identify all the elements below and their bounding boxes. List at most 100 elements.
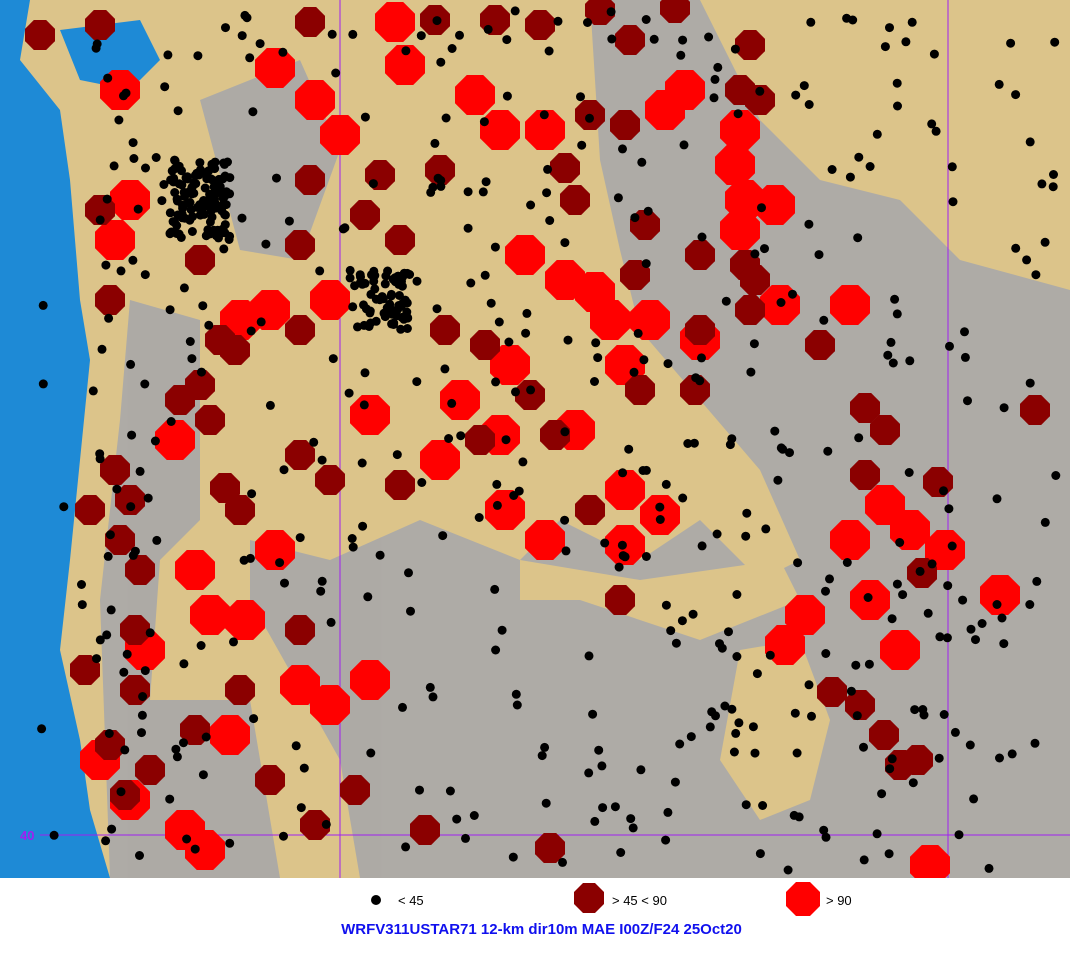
- low-error-marker: [655, 515, 665, 524]
- low-error-marker: [412, 377, 422, 387]
- mid-error-marker: [470, 330, 500, 360]
- low-error-marker: [890, 294, 900, 304]
- low-error-marker: [327, 29, 337, 39]
- low-error-marker: [543, 164, 553, 174]
- low-error-marker: [180, 192, 190, 201]
- low-error-marker: [741, 800, 751, 810]
- low-error-marker: [137, 710, 147, 720]
- high-error-marker: [375, 2, 415, 42]
- chart-title: WRFV311USTAR71 12-km dir10m MAE I00Z/F24…: [341, 921, 742, 938]
- low-error-marker: [950, 727, 960, 737]
- low-error-marker: [666, 626, 676, 636]
- mid-error-marker: [740, 265, 770, 295]
- low-error-marker: [755, 849, 765, 859]
- low-error-marker: [691, 373, 701, 383]
- low-error-marker: [825, 574, 834, 584]
- low-error-marker: [954, 830, 964, 840]
- low-error-marker: [793, 558, 803, 568]
- low-error-marker: [163, 50, 173, 60]
- low-error-marker: [447, 44, 457, 53]
- low-error-marker: [138, 692, 148, 701]
- low-error-marker: [170, 156, 180, 166]
- low-error-marker: [939, 710, 949, 719]
- low-error-marker: [633, 328, 643, 338]
- mid-error-marker: [75, 495, 105, 525]
- low-error-marker: [365, 308, 375, 318]
- low-error-marker: [886, 337, 896, 347]
- low-error-marker: [145, 628, 155, 638]
- low-error-marker: [491, 645, 501, 655]
- low-error-marker: [95, 215, 105, 225]
- low-error-marker: [984, 863, 994, 873]
- low-error-marker: [717, 643, 727, 653]
- low-error-marker: [103, 73, 113, 83]
- low-error-marker: [116, 787, 126, 797]
- low-error-marker: [842, 13, 852, 23]
- low-error-marker: [939, 486, 948, 496]
- legend-label-low: < 45: [398, 893, 424, 908]
- low-error-marker: [893, 101, 902, 111]
- low-error-marker: [814, 250, 824, 260]
- low-error-marker: [126, 502, 136, 512]
- low-error-marker: [661, 835, 671, 845]
- low-error-marker: [185, 337, 195, 346]
- low-error-marker: [999, 639, 1009, 649]
- low-error-marker: [892, 309, 902, 319]
- low-error-marker: [412, 276, 422, 286]
- low-error-marker: [663, 807, 673, 817]
- low-error-marker: [791, 90, 801, 100]
- mid-error-marker: [410, 815, 440, 845]
- low-error-marker: [225, 189, 235, 199]
- low-error-marker: [469, 811, 479, 820]
- low-error-marker: [746, 367, 756, 377]
- high-error-marker: [155, 420, 195, 460]
- low-error-marker: [624, 444, 634, 454]
- low-error-marker: [494, 317, 504, 327]
- mid-error-marker: [685, 315, 715, 345]
- low-error-marker: [846, 686, 856, 696]
- low-error-marker: [102, 630, 112, 640]
- low-error-marker: [223, 157, 232, 167]
- mid-error-marker: [115, 485, 145, 515]
- low-error-marker: [219, 244, 229, 254]
- low-error-marker: [887, 614, 897, 624]
- low-error-marker: [205, 217, 215, 227]
- low-error-marker: [360, 278, 370, 288]
- low-error-marker: [369, 276, 379, 286]
- low-error-marker: [120, 745, 130, 755]
- low-error-marker: [688, 609, 698, 619]
- high-error-marker: [525, 520, 565, 560]
- low-error-marker: [540, 742, 550, 752]
- low-error-marker: [196, 641, 206, 650]
- high-error-marker: [925, 530, 965, 570]
- low-error-marker: [710, 74, 720, 84]
- low-error-marker: [280, 578, 289, 588]
- low-error-marker: [885, 23, 894, 33]
- low-error-marker: [729, 747, 739, 757]
- low-error-marker: [760, 244, 769, 254]
- low-error-marker: [992, 494, 1002, 504]
- high-error-marker: [765, 625, 805, 665]
- low-error-marker: [934, 753, 944, 763]
- mid-error-marker: [535, 833, 565, 863]
- low-error-marker: [709, 93, 719, 103]
- low-error-marker: [804, 100, 814, 109]
- legend-octagon-high-icon: [786, 882, 820, 916]
- low-error-marker: [490, 584, 500, 594]
- low-error-marker: [1040, 517, 1050, 527]
- low-error-marker: [169, 173, 179, 183]
- low-error-marker: [732, 652, 742, 661]
- high-error-marker: [255, 530, 295, 570]
- low-error-marker: [152, 535, 162, 545]
- low-error-marker: [541, 798, 551, 808]
- mid-error-marker: [745, 85, 775, 115]
- low-error-marker: [859, 742, 868, 752]
- low-error-marker: [885, 764, 895, 774]
- high-error-marker: [310, 280, 350, 320]
- low-error-marker: [432, 16, 442, 26]
- low-error-marker: [788, 289, 797, 299]
- high-error-marker: [590, 300, 630, 340]
- low-error-marker: [863, 593, 873, 602]
- low-error-marker: [521, 328, 531, 338]
- mid-error-marker: [817, 677, 847, 707]
